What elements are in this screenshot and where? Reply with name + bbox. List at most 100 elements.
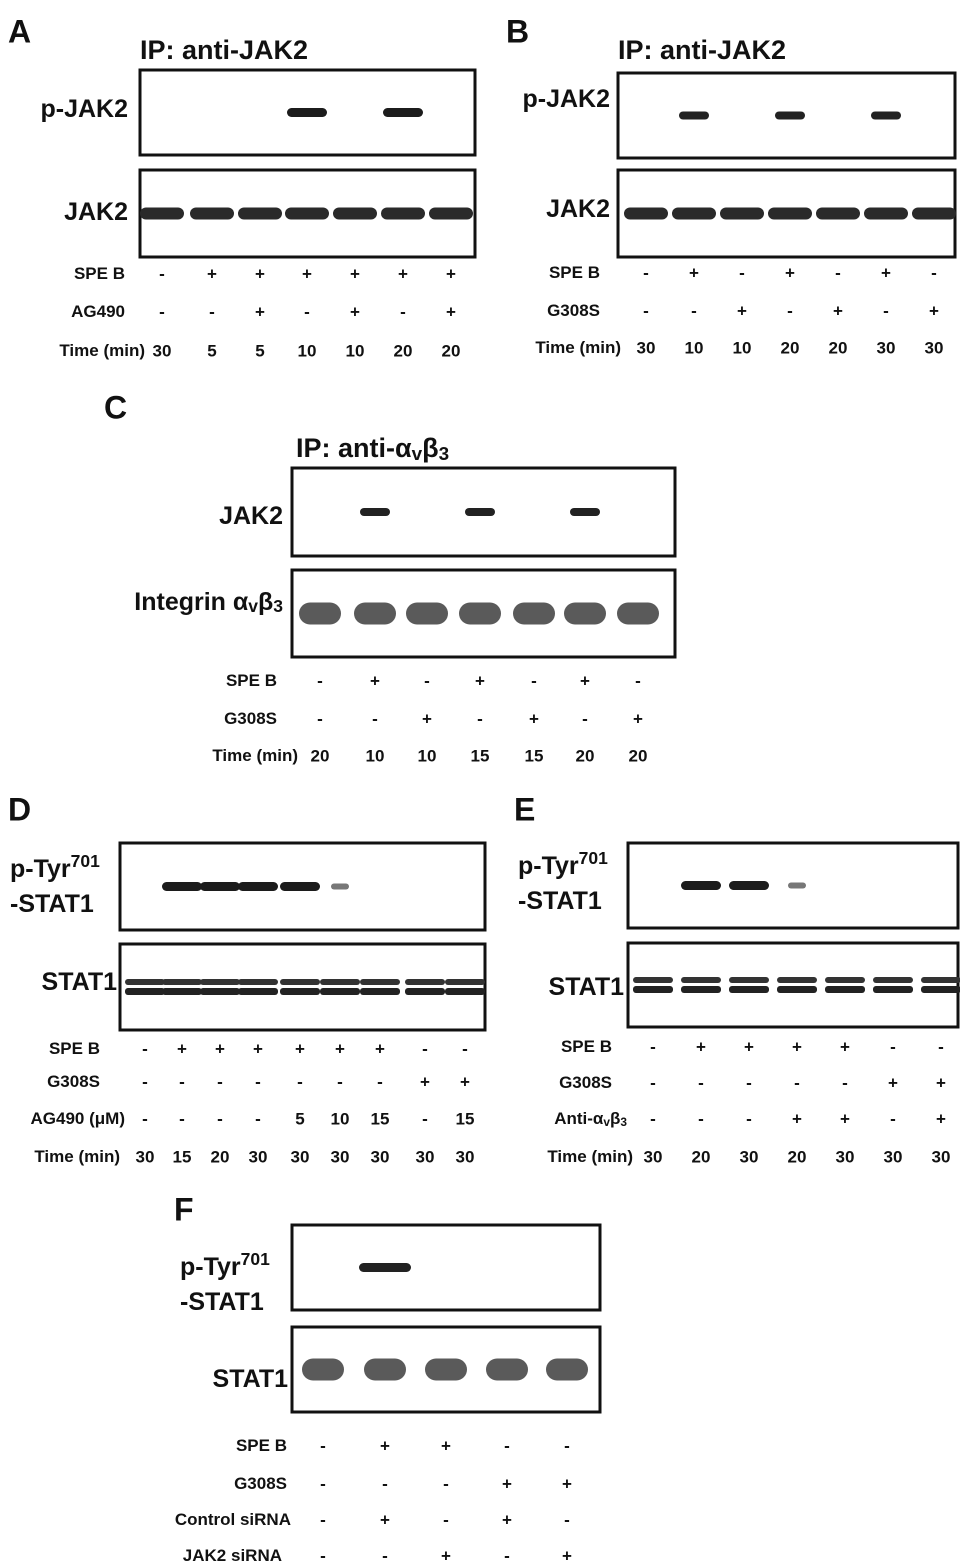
blot-label: p-Tyr701 (518, 848, 608, 879)
row-cell: + (502, 1474, 512, 1493)
blot-label: JAK2 (219, 502, 283, 530)
text-segment: IP: anti-JAK2 (618, 35, 786, 65)
row-cell: 10 (685, 338, 704, 357)
text-segment: β (258, 588, 273, 616)
row-label: Control siRNA (175, 1510, 291, 1529)
row-cell: - (691, 301, 697, 320)
row-label: SPE B (74, 264, 125, 283)
row-cell: 5 (295, 1109, 304, 1128)
row-cell: 30 (416, 1147, 435, 1166)
band (788, 883, 806, 889)
subscript: 3 (273, 596, 283, 616)
row-cell: - (794, 1073, 800, 1092)
row-cell: - (698, 1073, 704, 1092)
row-cell: - (739, 263, 745, 282)
text-segment: -STAT1 (10, 890, 94, 918)
row-cell: - (582, 709, 588, 728)
row-cell: - (787, 301, 793, 320)
band (381, 208, 425, 220)
row-cell: 15 (471, 746, 490, 765)
band (383, 108, 423, 117)
band (445, 988, 485, 995)
band (425, 1359, 467, 1381)
row-cell: - (890, 1109, 896, 1128)
row-label: G308S (234, 1474, 287, 1493)
text-segment: IP: anti-JAK2 (140, 35, 308, 65)
row-cell: - (320, 1546, 326, 1565)
blot-label: STAT1 (213, 1365, 289, 1393)
text-segment: SPE B (549, 263, 600, 282)
row-cell: 10 (733, 338, 752, 357)
band (825, 986, 865, 993)
band (280, 988, 320, 995)
band (564, 603, 606, 625)
row-cell: 20 (576, 746, 595, 765)
row-cell: + (441, 1546, 451, 1565)
band (672, 208, 716, 220)
superscript: 701 (579, 848, 608, 868)
row-cell: 30 (136, 1147, 155, 1166)
row-cell: - (635, 671, 641, 690)
row-cell: + (633, 709, 643, 728)
panel-letter: A (8, 13, 31, 49)
row-cell: 30 (371, 1147, 390, 1166)
row-cell: 30 (836, 1147, 855, 1166)
row-cell: + (177, 1039, 187, 1058)
blot-label: Integrin αvβ3 (134, 588, 283, 617)
row-cell: + (398, 264, 408, 283)
band (459, 603, 501, 625)
band (162, 988, 202, 995)
band (125, 988, 165, 995)
band (238, 979, 278, 985)
row-cell: - (422, 1109, 428, 1128)
band (633, 977, 673, 983)
text-segment: β (422, 433, 438, 463)
subscript: 3 (439, 444, 450, 465)
row-cell: - (217, 1109, 223, 1128)
row-cell: 30 (331, 1147, 350, 1166)
text-segment: β (610, 1109, 620, 1128)
row-cell: + (929, 301, 939, 320)
text-segment: SPE B (49, 1039, 100, 1058)
row-cell: + (350, 302, 360, 321)
row-cell: - (650, 1109, 656, 1128)
row-cell: - (255, 1072, 261, 1091)
band (405, 988, 445, 995)
ip-label: IP: anti-αvβ3 (296, 433, 449, 465)
row-cell: 20 (311, 746, 330, 765)
band (406, 603, 448, 625)
row-cell: - (400, 302, 406, 321)
band (617, 603, 659, 625)
band (287, 108, 327, 117)
row-cell: - (650, 1073, 656, 1092)
row-cell: + (422, 709, 432, 728)
row-cell: 20 (394, 341, 413, 360)
row-cell: + (737, 301, 747, 320)
row-cell: - (320, 1474, 326, 1493)
band (200, 988, 240, 995)
band (331, 884, 349, 890)
row-cell: - (443, 1510, 449, 1529)
row-label: Time (min) (212, 746, 298, 765)
blot-label: JAK2 (64, 198, 128, 226)
text-segment: p-Tyr (180, 1253, 241, 1281)
row-cell: - (179, 1072, 185, 1091)
row-cell: - (650, 1037, 656, 1056)
row-cell: - (382, 1546, 388, 1565)
row-cell: 20 (692, 1147, 711, 1166)
row-cell: + (475, 671, 485, 690)
text-segment: G308S (234, 1474, 287, 1493)
band (681, 977, 721, 983)
row-cell: 5 (207, 341, 216, 360)
band (624, 208, 668, 220)
text-segment: JAK2 siRNA (183, 1546, 282, 1565)
row-cell: - (746, 1073, 752, 1092)
row-cell: - (255, 1109, 261, 1128)
band (775, 112, 805, 120)
row-cell: + (441, 1436, 451, 1455)
row-cell: + (792, 1037, 802, 1056)
text-segment: G308S (47, 1072, 100, 1091)
blot-label: -STAT1 (10, 890, 94, 918)
blot-label: p-Tyr701 (180, 1249, 270, 1280)
row-label: SPE B (49, 1039, 100, 1058)
